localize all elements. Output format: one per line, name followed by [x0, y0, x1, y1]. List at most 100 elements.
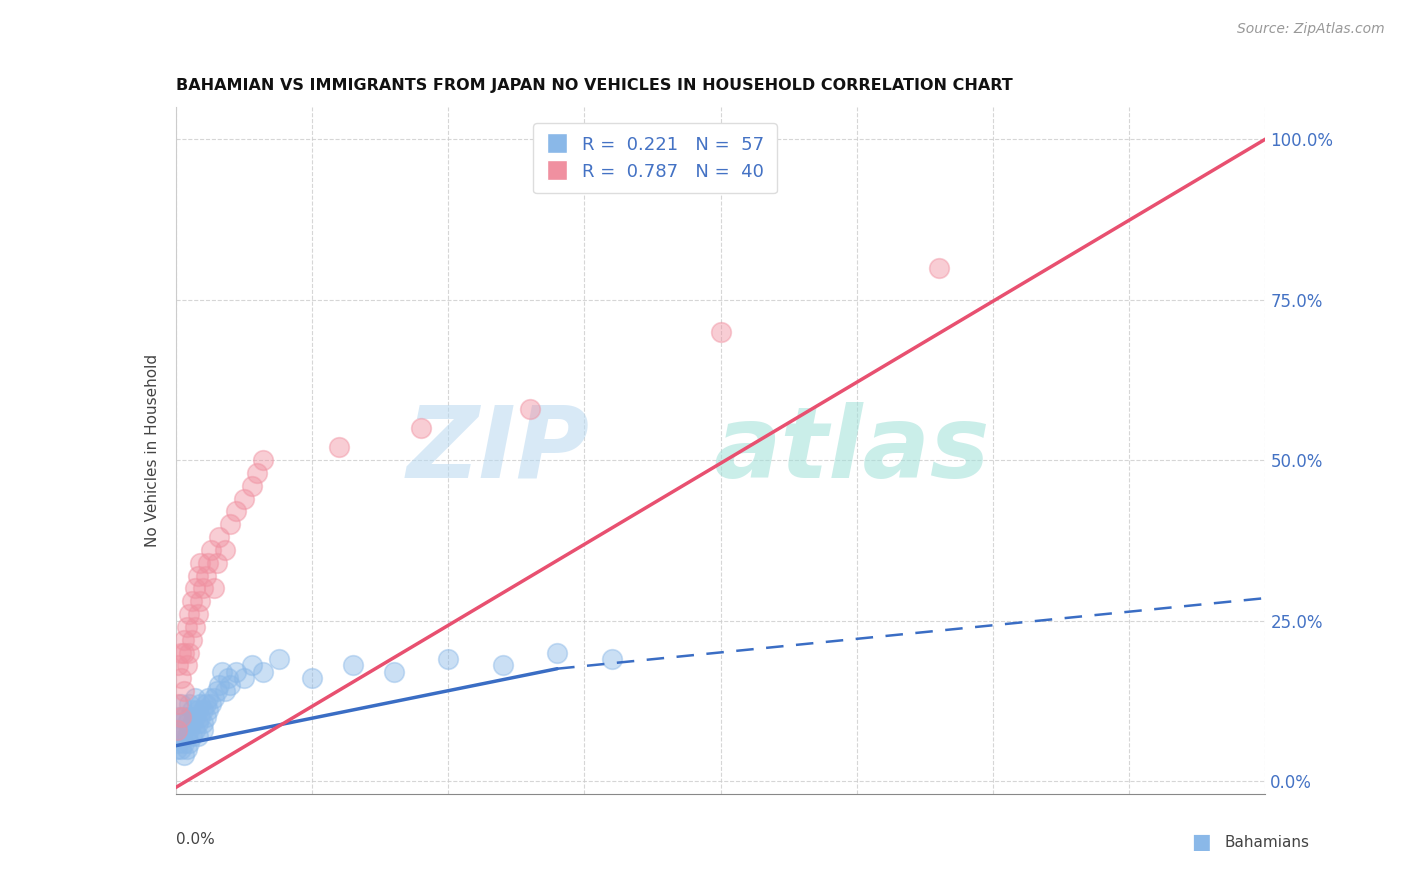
Point: [166, 742, 188, 756]
Point: [194, 710, 217, 724]
Point: [170, 697, 193, 711]
Point: [173, 684, 195, 698]
Point: [184, 620, 207, 634]
Point: [492, 658, 515, 673]
Point: [211, 665, 233, 679]
Point: [188, 594, 211, 608]
Point: [173, 748, 195, 763]
Point: [167, 658, 190, 673]
Point: [181, 703, 204, 717]
Point: [170, 729, 193, 743]
Point: [191, 703, 214, 717]
Point: [208, 678, 231, 692]
Point: [176, 742, 198, 756]
Point: [167, 697, 190, 711]
Point: [173, 723, 195, 737]
Point: [173, 632, 195, 647]
Point: [202, 582, 225, 596]
Point: [225, 504, 247, 518]
Point: [179, 697, 201, 711]
Point: [186, 729, 209, 743]
Point: [173, 646, 195, 660]
Point: [188, 710, 211, 724]
Point: [179, 723, 201, 737]
Point: [173, 710, 195, 724]
Point: [181, 594, 204, 608]
Point: [214, 543, 236, 558]
Point: [232, 491, 254, 506]
Point: [170, 646, 193, 660]
Point: [186, 716, 209, 731]
Point: [200, 697, 222, 711]
Point: [176, 658, 198, 673]
Point: [194, 697, 217, 711]
Point: [217, 671, 239, 685]
Text: 0.0%: 0.0%: [176, 831, 215, 847]
Point: [246, 466, 269, 480]
Point: [205, 684, 228, 698]
Point: [194, 568, 217, 582]
Point: [214, 684, 236, 698]
Point: [170, 716, 193, 731]
Point: [240, 658, 263, 673]
Text: atlas: atlas: [713, 402, 990, 499]
Point: [382, 665, 405, 679]
Point: [197, 690, 219, 705]
Point: [519, 401, 541, 416]
Point: [252, 453, 274, 467]
Point: [186, 607, 209, 622]
Point: [170, 742, 193, 756]
Point: [170, 710, 193, 724]
Point: [186, 568, 209, 582]
Point: [225, 665, 247, 679]
Point: [167, 710, 190, 724]
Point: [166, 723, 188, 737]
Point: [232, 671, 254, 685]
Point: [176, 716, 198, 731]
Point: [208, 530, 231, 544]
Point: [181, 716, 204, 731]
Point: [928, 260, 950, 275]
Point: [188, 556, 211, 570]
Point: [184, 582, 207, 596]
Point: [167, 723, 190, 737]
Point: [181, 729, 204, 743]
Point: [205, 556, 228, 570]
Point: [252, 665, 274, 679]
Point: [179, 710, 201, 724]
Point: [202, 690, 225, 705]
Point: [200, 543, 222, 558]
Point: [197, 556, 219, 570]
Point: [179, 735, 201, 749]
Point: [176, 729, 198, 743]
Point: [600, 652, 623, 666]
Text: ZIP: ZIP: [406, 402, 591, 499]
Point: [301, 671, 323, 685]
Point: [219, 517, 242, 532]
Point: [191, 582, 214, 596]
Point: [167, 735, 190, 749]
Point: [181, 632, 204, 647]
Point: [197, 703, 219, 717]
Text: ■: ■: [1191, 831, 1211, 852]
Point: [240, 479, 263, 493]
Point: [173, 735, 195, 749]
Point: [710, 325, 733, 339]
Point: [546, 646, 568, 660]
Point: [342, 658, 364, 673]
Point: [184, 690, 207, 705]
Point: [328, 440, 350, 454]
Point: [184, 710, 207, 724]
Point: [186, 703, 209, 717]
Y-axis label: No Vehicles in Household: No Vehicles in Household: [145, 354, 160, 547]
Point: [191, 716, 214, 731]
Point: [188, 697, 211, 711]
Point: [176, 620, 198, 634]
Point: [269, 652, 291, 666]
Point: [170, 671, 193, 685]
Point: [179, 607, 201, 622]
Text: Source: ZipAtlas.com: Source: ZipAtlas.com: [1237, 22, 1385, 37]
Point: [179, 646, 201, 660]
Point: [219, 678, 242, 692]
Point: [409, 421, 432, 435]
